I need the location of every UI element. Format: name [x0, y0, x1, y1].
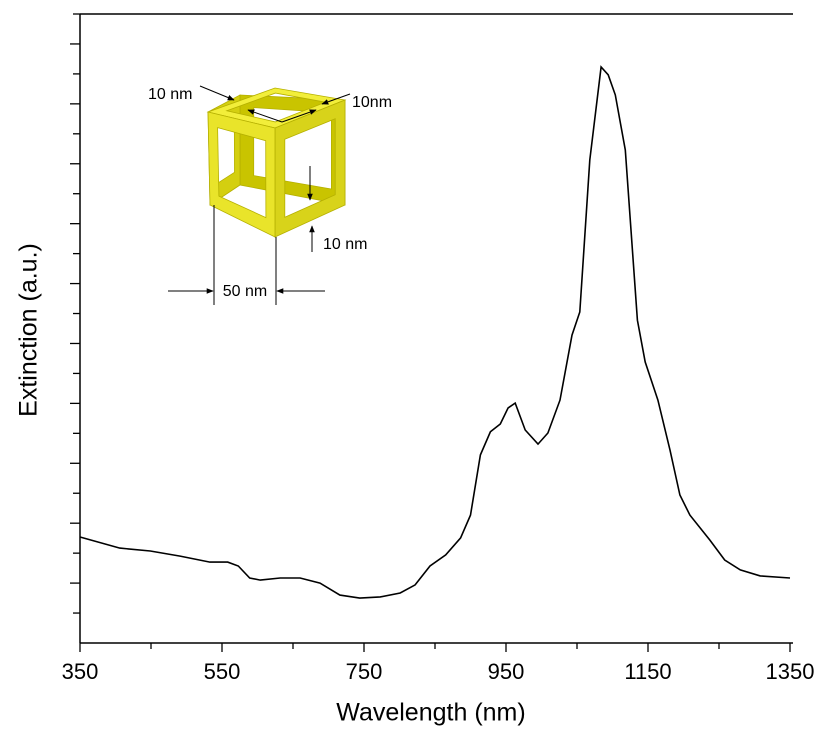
x-axis-title: Wavelength (nm): [336, 699, 525, 727]
inset-annotation-lines: [168, 85, 351, 305]
annotation: 10 nm: [148, 86, 192, 103]
x-tick-label: 750: [346, 659, 383, 684]
data-line: [79, 65, 791, 599]
y-axis-title: Extinction (a.u.): [15, 243, 43, 417]
annotation: 10nm: [352, 94, 392, 111]
x-tick-label: 1350: [766, 659, 815, 684]
x-tick-label: 950: [488, 659, 525, 684]
x-tick-label: 350: [62, 659, 99, 684]
annotation: 10 nm: [323, 236, 367, 253]
cube-face: [207, 111, 276, 238]
annotation: 50 nm: [223, 283, 267, 300]
x-tick-label: 1150: [624, 659, 671, 684]
x-tick-label: 550: [204, 659, 241, 684]
cube-inset: [206, 87, 347, 238]
